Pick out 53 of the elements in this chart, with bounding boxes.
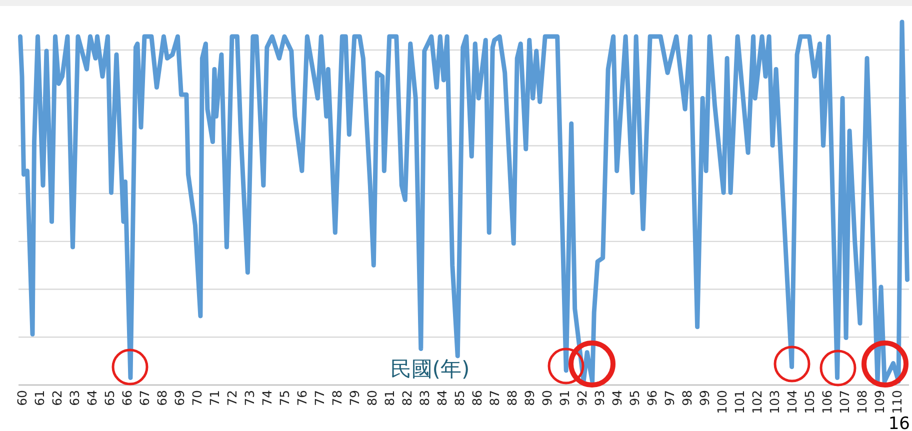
- x-tick-label: 108: [854, 390, 870, 414]
- x-tick-label: 90: [539, 390, 554, 406]
- x-tick-label: 84: [434, 390, 450, 406]
- x-tick-label: 109: [872, 390, 887, 414]
- x-tick-label: 64: [84, 390, 100, 406]
- x-tick-label: 69: [172, 390, 187, 406]
- x-tick-label: 86: [469, 390, 484, 406]
- x-tick-label: 63: [66, 390, 82, 406]
- x-tick-label: 60: [14, 390, 30, 406]
- x-tick-label: 73: [242, 390, 257, 406]
- x-tick-label: 104: [784, 390, 800, 414]
- x-tick-label: 76: [294, 390, 310, 406]
- x-tick-label: 71: [206, 390, 222, 406]
- x-tick-label: 95: [626, 390, 642, 406]
- x-tick-label: 99: [696, 390, 712, 406]
- x-tick-label: 81: [382, 390, 397, 406]
- x-tick-label: 72: [224, 390, 240, 406]
- x-tick-label: 65: [102, 390, 117, 406]
- x-tick-label: 61: [32, 390, 47, 406]
- x-tick-label: 107: [836, 390, 852, 414]
- x-tick-label: 100: [714, 390, 730, 414]
- x-tick-label: 91: [556, 390, 572, 406]
- x-tick-label: 106: [819, 390, 834, 414]
- x-tick-label: 96: [644, 390, 660, 406]
- x-tick-label: 102: [749, 390, 764, 414]
- x-tick-label: 110: [889, 390, 904, 414]
- x-tick-label: 62: [49, 390, 64, 406]
- x-axis-title: 民國(年): [390, 357, 470, 381]
- x-tick-label: 105: [802, 390, 817, 414]
- x-tick-label: 67: [136, 390, 152, 406]
- x-tick-label: 97: [662, 390, 677, 406]
- x-tick-label: 89: [522, 390, 537, 406]
- x-tick-label: 77: [312, 390, 327, 406]
- x-tick-label: 85: [452, 390, 467, 406]
- x-tick-label: 94: [609, 390, 624, 406]
- x-tick-label: 75: [276, 390, 292, 406]
- x-tick-label: 66: [119, 390, 134, 406]
- x-tick-label: 80: [364, 390, 380, 406]
- x-tick-label: 103: [766, 390, 782, 414]
- x-tick-label: 83: [416, 390, 432, 406]
- text: 16: [888, 414, 910, 431]
- x-tick-label: 79: [346, 390, 362, 406]
- x-tick-label: 70: [189, 390, 204, 406]
- x-tick-label: 88: [504, 390, 520, 406]
- x-tick-label: 93: [592, 390, 607, 406]
- x-tick-label: 68: [154, 390, 170, 406]
- x-tick-label: 78: [329, 390, 344, 406]
- x-tick-label: 92: [574, 390, 590, 406]
- x-tick-label: 74: [259, 390, 274, 406]
- x-tick-label: 101: [732, 390, 747, 414]
- x-tick-label: 87: [486, 390, 502, 406]
- x-tick-label: 82: [399, 390, 414, 406]
- x-tick-label: 98: [679, 390, 694, 406]
